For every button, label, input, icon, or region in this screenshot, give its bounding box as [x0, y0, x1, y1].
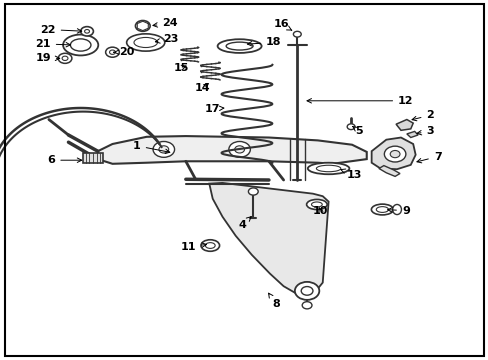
Polygon shape [98, 136, 366, 164]
Text: 24: 24 [153, 18, 178, 28]
Circle shape [234, 146, 244, 153]
Ellipse shape [201, 240, 219, 251]
Ellipse shape [126, 34, 164, 51]
Circle shape [389, 150, 399, 158]
Text: 6: 6 [47, 155, 81, 165]
Ellipse shape [311, 202, 322, 207]
Circle shape [384, 146, 405, 162]
Circle shape [228, 141, 250, 157]
Ellipse shape [371, 204, 392, 215]
Circle shape [293, 31, 301, 37]
Text: 13: 13 [340, 169, 362, 180]
Polygon shape [406, 131, 417, 138]
Circle shape [62, 56, 68, 60]
Text: 2: 2 [411, 110, 433, 121]
Circle shape [58, 53, 72, 63]
Text: 8: 8 [268, 293, 280, 309]
Text: 3: 3 [416, 126, 433, 136]
Polygon shape [371, 138, 415, 169]
Text: 7: 7 [416, 152, 441, 163]
Text: 17: 17 [204, 104, 224, 114]
Text: 14: 14 [195, 83, 210, 93]
Text: 4: 4 [238, 217, 251, 230]
Circle shape [302, 302, 311, 309]
Circle shape [84, 30, 89, 33]
Circle shape [109, 50, 115, 54]
Text: 19: 19 [35, 53, 60, 63]
Text: 23: 23 [155, 34, 179, 44]
Ellipse shape [225, 42, 253, 50]
Circle shape [248, 188, 258, 195]
Circle shape [346, 124, 354, 130]
Ellipse shape [134, 37, 157, 48]
Ellipse shape [63, 35, 98, 55]
Text: 9: 9 [387, 206, 409, 216]
Polygon shape [378, 166, 399, 176]
Ellipse shape [205, 243, 215, 248]
Ellipse shape [70, 39, 91, 51]
Circle shape [135, 21, 150, 31]
Ellipse shape [217, 39, 261, 53]
Text: 22: 22 [40, 24, 81, 35]
Circle shape [301, 287, 312, 295]
Text: 18: 18 [247, 37, 281, 48]
Text: 11: 11 [180, 242, 206, 252]
Circle shape [159, 146, 168, 153]
Text: 1: 1 [133, 141, 169, 154]
Ellipse shape [307, 163, 348, 174]
Circle shape [294, 282, 319, 300]
Circle shape [153, 141, 174, 157]
Ellipse shape [376, 207, 387, 212]
Text: 20: 20 [114, 47, 135, 57]
Ellipse shape [392, 204, 401, 215]
Polygon shape [395, 120, 412, 130]
Ellipse shape [316, 165, 340, 172]
Text: 12: 12 [306, 96, 413, 106]
FancyBboxPatch shape [83, 153, 102, 163]
Circle shape [105, 47, 119, 57]
Text: 21: 21 [35, 39, 70, 49]
Polygon shape [209, 183, 328, 294]
Text: 10: 10 [312, 206, 327, 216]
Circle shape [81, 27, 93, 36]
Text: 15: 15 [173, 63, 188, 73]
Text: 5: 5 [352, 126, 363, 136]
Ellipse shape [306, 199, 326, 210]
Text: 16: 16 [273, 19, 291, 30]
